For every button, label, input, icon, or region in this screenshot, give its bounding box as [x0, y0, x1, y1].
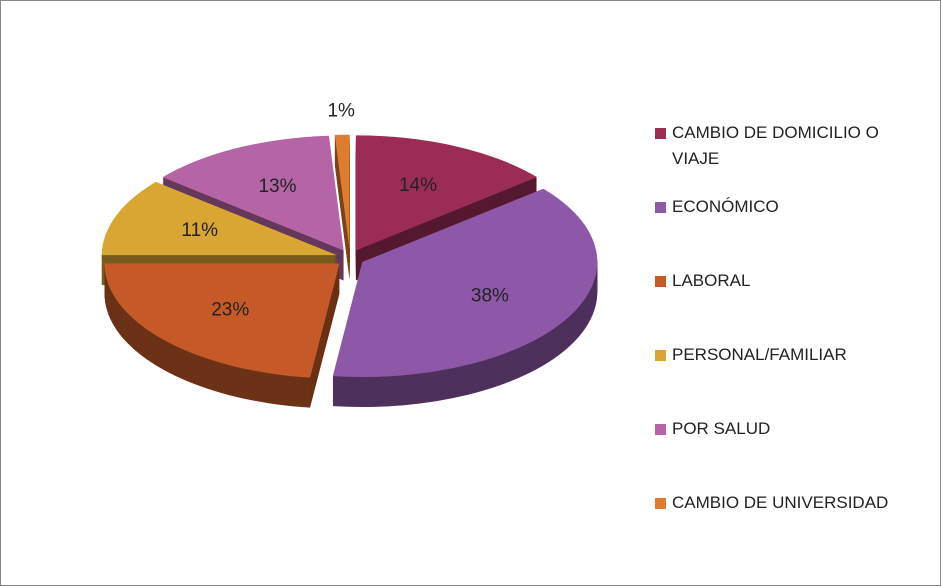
legend-label: CAMBIO DE DOMICILIO O VIAJE [672, 123, 879, 168]
legend-item: CAMBIO DE UNIVERSIDAD [655, 490, 930, 564]
legend: CAMBIO DE DOMICILIO O VIAJE ECONÓMICO LABO… [655, 120, 930, 564]
legend-item: LABORAL [655, 268, 930, 342]
slice-top [355, 135, 538, 251]
data-label: 11% [181, 220, 218, 241]
legend-swatch [655, 202, 666, 213]
data-label: 38% [471, 285, 509, 306]
data-label: 13% [258, 176, 296, 197]
legend-swatch [655, 424, 666, 435]
pie-slice [332, 188, 598, 408]
legend-label: LABORAL [672, 271, 751, 290]
legend-swatch [655, 128, 666, 139]
legend-item: CAMBIO DE DOMICILIO O VIAJE [655, 120, 930, 194]
legend-swatch [655, 276, 666, 287]
legend-swatch [655, 350, 666, 361]
data-label: 1% [327, 101, 355, 122]
slice-top [162, 135, 344, 251]
pie-slice [334, 134, 350, 280]
data-label: 14% [399, 175, 437, 196]
legend-swatch [655, 498, 666, 509]
legend-item: ECONÓMICO [655, 194, 930, 268]
legend-item: POR SALUD [655, 416, 930, 490]
legend-label: POR SALUD [672, 419, 771, 438]
slice-top [101, 181, 337, 256]
data-label: 23% [211, 300, 249, 321]
slice-top [104, 263, 340, 378]
pie-slice [101, 181, 337, 286]
legend-label: CAMBIO DE UNIVERSIDAD [672, 493, 889, 512]
legend-label: ECONÓMICO [672, 197, 779, 216]
pie-slice [104, 263, 340, 408]
legend-label: PERSONAL/FAMILIAR [672, 345, 847, 364]
legend-item: PERSONAL/FAMILIAR [655, 342, 930, 416]
slice-top [332, 188, 598, 378]
slice-top [334, 134, 350, 250]
